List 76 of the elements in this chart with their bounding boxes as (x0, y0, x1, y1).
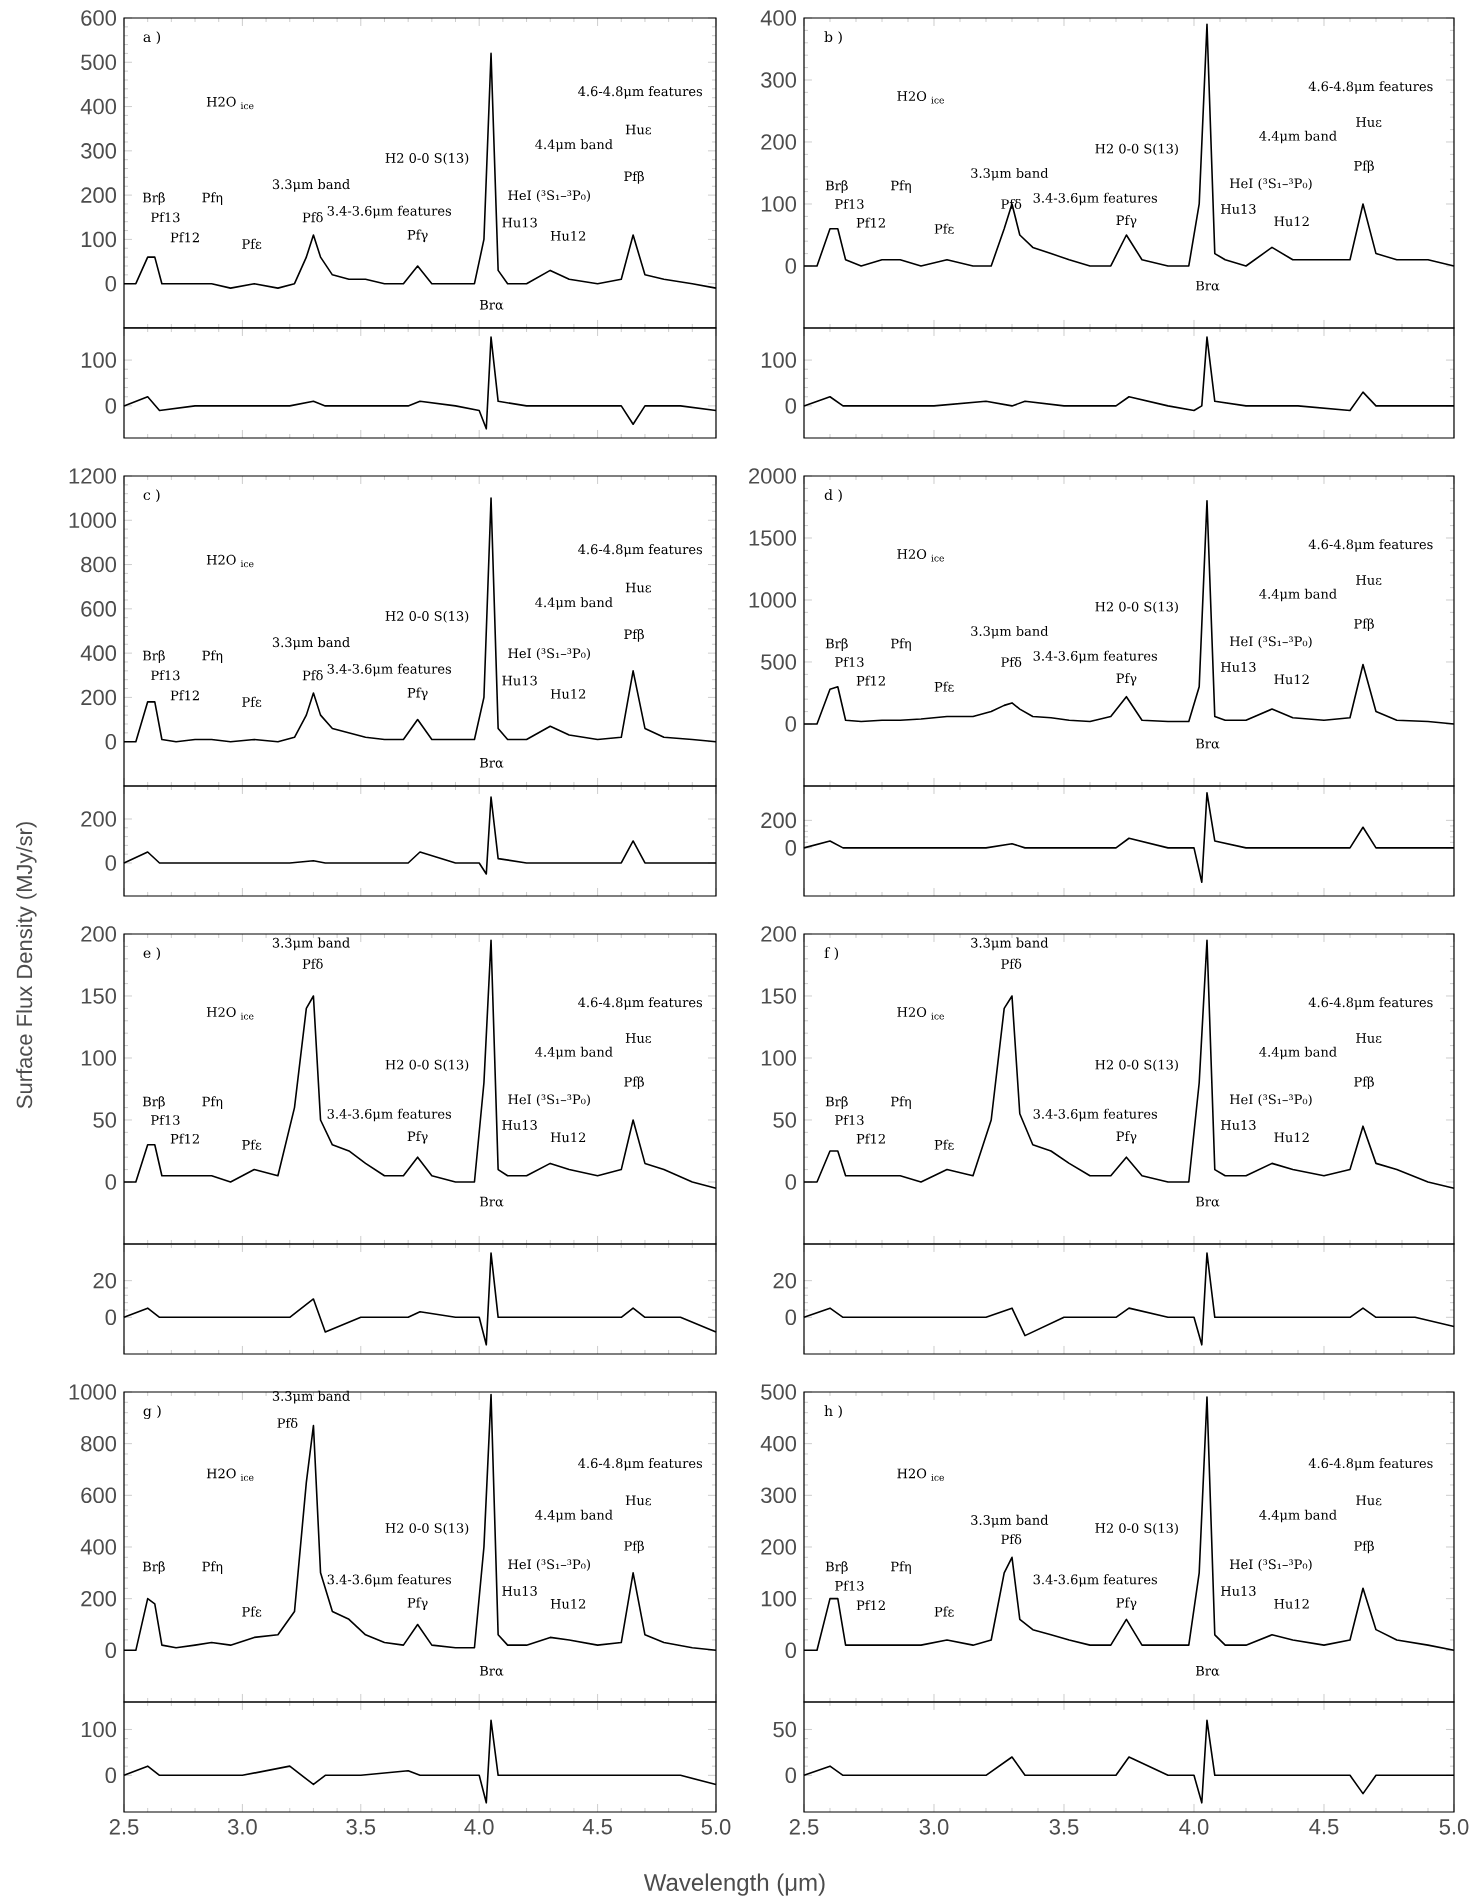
y-tick-label: 300 (761, 1487, 797, 1504)
y-tick-label: 0 (105, 1309, 117, 1326)
y-tick-label: 100 (81, 352, 117, 368)
y-tick-label: 50 (773, 1721, 797, 1738)
y-tick-label: 0 (785, 258, 797, 274)
y-tick-label: 800 (81, 556, 117, 573)
y-tick-label: 0 (785, 1174, 797, 1190)
y-tick-label: 0 (785, 716, 797, 732)
x-tick-label: 5.0 (1439, 1819, 1469, 1835)
y-tick-label: 200 (761, 1539, 797, 1555)
x-tick-label: 4.5 (1309, 1819, 1339, 1835)
y-tick-label: 400 (80, 98, 117, 115)
y-tick-label: 100 (81, 1050, 117, 1066)
x-tick-label: 3.5 (1049, 1819, 1079, 1835)
y-tick-label: 1200 (69, 468, 117, 484)
y-tick-label: 400 (80, 1539, 117, 1555)
y-tick-label: 50 (773, 1112, 797, 1128)
x-tick-label: 4.5 (582, 1819, 612, 1835)
y-tick-label: 0 (785, 840, 797, 856)
y-tick-label: 0 (105, 1642, 117, 1659)
y-tick-label: 500 (761, 654, 797, 670)
y-tick-label: 0 (785, 398, 797, 414)
y-tick-label: 0 (785, 1767, 797, 1784)
y-tick-label: 0 (105, 1174, 117, 1190)
y-tick-label: 2000 (749, 468, 797, 484)
y-tick-label: 800 (81, 1435, 117, 1452)
y-tick-label: 200 (81, 689, 117, 706)
y-axis-title: Surface Flux Density (MJy/sr) (16, 822, 37, 1109)
y-tick-label: 150 (81, 988, 117, 1004)
y-tick-label: 600 (81, 601, 117, 617)
y-tick-label: 400 (760, 10, 797, 26)
y-tick-label: 100 (761, 1590, 797, 1607)
y-tick-label: 100 (761, 196, 797, 212)
x-tick-label: 2.5 (789, 1819, 819, 1835)
y-tick-label: 600 (81, 1487, 117, 1504)
y-tick-label: 100 (761, 352, 797, 368)
y-tick-label: 0 (785, 1309, 797, 1326)
y-tick-label: 200 (81, 926, 117, 942)
y-tick-label: 0 (105, 733, 117, 750)
y-tick-label: 500 (81, 54, 117, 71)
y-tick-label: 300 (761, 72, 797, 88)
y-tick-label: 600 (81, 10, 117, 26)
x-axis-title: Wavelength (μm) (643, 1873, 825, 1896)
y-tick-label: 1000 (749, 592, 797, 608)
x-tick-label: 3.5 (346, 1819, 376, 1835)
y-tick-label: 20 (773, 1272, 797, 1289)
y-tick-label: 200 (81, 1590, 117, 1607)
y-tick-label: 1500 (749, 530, 797, 546)
y-tick-label: 300 (81, 143, 117, 159)
y-tick-label: 500 (761, 1384, 797, 1400)
y-tick-label: 20 (93, 1272, 117, 1289)
y-tick-label: 0 (105, 855, 117, 871)
y-tick-label: 200 (761, 926, 797, 942)
y-tick-label: 200 (81, 811, 117, 827)
y-tick-label: 0 (785, 1642, 797, 1659)
x-tick-label: 3.0 (227, 1819, 257, 1835)
y-tick-label: 150 (761, 988, 797, 1004)
y-tick-label: 100 (81, 1721, 117, 1738)
y-tick-label: 1000 (69, 512, 117, 529)
x-tick-label: 5.0 (701, 1819, 731, 1835)
y-tick-label: 0 (105, 398, 117, 414)
y-tick-label: 200 (761, 134, 797, 150)
y-tick-label: 1000 (69, 1384, 117, 1400)
y-tick-label: 400 (80, 645, 117, 661)
x-tick-label: 4.0 (464, 1819, 494, 1835)
y-tick-label: 0 (105, 1767, 117, 1784)
y-tick-label: 100 (81, 231, 117, 248)
y-tick-label: 100 (761, 1050, 797, 1066)
x-tick-label: 2.5 (109, 1819, 139, 1835)
x-tick-label: 3.0 (919, 1819, 949, 1835)
y-tick-label: 50 (93, 1112, 117, 1128)
y-tick-label: 400 (760, 1435, 797, 1452)
y-tick-label: 200 (81, 187, 117, 203)
y-tick-label: 0 (105, 275, 117, 292)
y-tick-label: 200 (761, 812, 797, 829)
x-tick-label: 4.0 (1179, 1819, 1209, 1835)
